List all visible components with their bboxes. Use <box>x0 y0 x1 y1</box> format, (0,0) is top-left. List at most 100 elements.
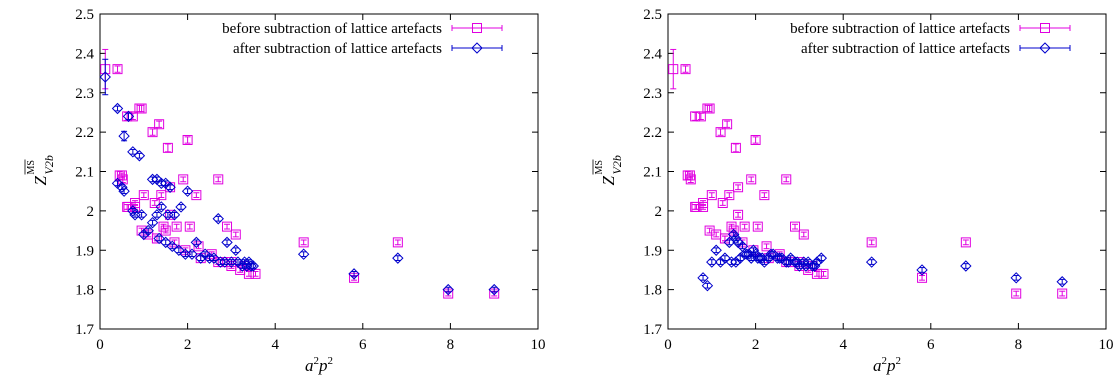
data-point <box>800 260 812 272</box>
data-point <box>392 237 403 248</box>
data-point <box>715 127 726 138</box>
data-point <box>960 237 971 248</box>
data-point <box>960 260 972 272</box>
data-point <box>168 209 181 221</box>
data-point <box>733 209 744 220</box>
x-tick-label: 8 <box>1015 337 1023 353</box>
data-point <box>112 64 123 75</box>
data-point <box>691 201 702 212</box>
data-point <box>730 142 741 153</box>
data-point <box>146 216 159 229</box>
data-point <box>127 146 139 158</box>
data-point <box>159 236 172 249</box>
data-point <box>173 244 185 256</box>
data-point <box>701 279 714 292</box>
y-tick-label: 1.8 <box>643 283 662 299</box>
x-tick-label: 2 <box>184 337 192 353</box>
data-point <box>392 252 404 264</box>
y-tick-label: 1.7 <box>75 322 94 338</box>
data-point <box>133 150 146 162</box>
y-axis-label-main: Z <box>599 176 618 186</box>
data-point <box>733 182 744 193</box>
x-tick-label: 0 <box>96 337 104 353</box>
legend-label-2: after subtraction of lattice artefacts <box>233 41 442 57</box>
data-point <box>136 103 147 114</box>
data-point <box>166 240 178 253</box>
y-tick-label: 2 <box>655 204 663 220</box>
y-axis-label-sub: V2b <box>42 155 56 174</box>
x-tick-label: 10 <box>531 337 546 353</box>
data-point <box>195 252 207 264</box>
data-point <box>719 252 731 264</box>
chart-panel-2: 1.7 1.8 1.9 2 2.1 2.2 2.3 2.4 2.5 0 2 4 6 8 10 a2p2 Z MS V… <box>592 7 1113 375</box>
data-point <box>208 252 220 264</box>
data-point <box>917 272 928 283</box>
data-point <box>212 213 224 225</box>
data-point <box>697 272 709 284</box>
data-point <box>214 256 227 268</box>
y-axis-label-main: Z <box>31 176 50 186</box>
data-point <box>1057 288 1068 299</box>
chart-panel-1: 1.7 1.8 1.9 2 2.1 2.2 2.3 2.4 2.5 0 2 4 6 8 10 a2p2 Z MS V… <box>24 7 546 375</box>
data-point <box>184 221 195 232</box>
data-point <box>116 181 128 193</box>
data-point <box>191 190 202 201</box>
y-axis-label-sup: MS <box>594 160 605 174</box>
data-point <box>684 170 695 181</box>
data-point <box>698 198 709 208</box>
y-tick-label: 1.8 <box>75 283 94 299</box>
data-point <box>160 225 171 236</box>
data-point <box>151 233 162 244</box>
legend-marker <box>471 42 483 54</box>
data-point <box>116 170 127 181</box>
data-point <box>193 241 204 252</box>
y-tick-label: 1.9 <box>643 243 662 259</box>
data-point <box>706 256 718 268</box>
data-point <box>765 248 777 260</box>
series-1 <box>100 48 500 299</box>
data-point <box>1010 272 1022 284</box>
data-point <box>752 221 763 232</box>
data-point <box>790 221 801 232</box>
data-point <box>230 244 242 256</box>
x-tick-label: 2 <box>752 337 760 353</box>
y-tick-label: 2.4 <box>643 46 662 62</box>
data-point <box>781 174 792 185</box>
data-point <box>348 268 360 280</box>
y-axis-label-sup: MS <box>26 160 37 174</box>
plot-frame <box>667 13 1107 330</box>
data-point <box>182 135 193 145</box>
legend-label-1: before subtraction of lattice artefacts <box>222 21 442 37</box>
data-point <box>791 256 803 268</box>
data-point <box>739 221 750 232</box>
series-2 <box>697 228 1068 292</box>
data-point <box>442 283 454 296</box>
data-point <box>138 190 149 201</box>
data-point <box>756 252 768 264</box>
data-point <box>206 249 217 260</box>
data-point <box>818 268 829 279</box>
data-point <box>118 185 130 197</box>
data-point <box>136 225 147 236</box>
y-tick-label: 2 <box>87 204 95 220</box>
data-point <box>759 190 770 201</box>
data-point <box>127 205 139 217</box>
x-tick-label: 0 <box>664 337 672 353</box>
data-point <box>717 198 728 208</box>
data-point <box>761 241 772 252</box>
data-point <box>727 228 740 241</box>
x-tick-label: 8 <box>447 337 455 353</box>
y-tick-label: 1.7 <box>643 322 662 338</box>
data-point <box>1056 276 1068 288</box>
data-point <box>146 173 159 186</box>
y-axis-label: Z MS V2b <box>24 155 56 186</box>
data-point <box>298 237 309 248</box>
y-tick-label: 2.2 <box>643 125 662 141</box>
data-point <box>155 177 168 190</box>
x-tick-label: 10 <box>1099 337 1113 353</box>
data-point <box>916 264 928 276</box>
data-point <box>203 252 216 264</box>
data-point <box>747 244 760 256</box>
data-point <box>118 130 130 142</box>
